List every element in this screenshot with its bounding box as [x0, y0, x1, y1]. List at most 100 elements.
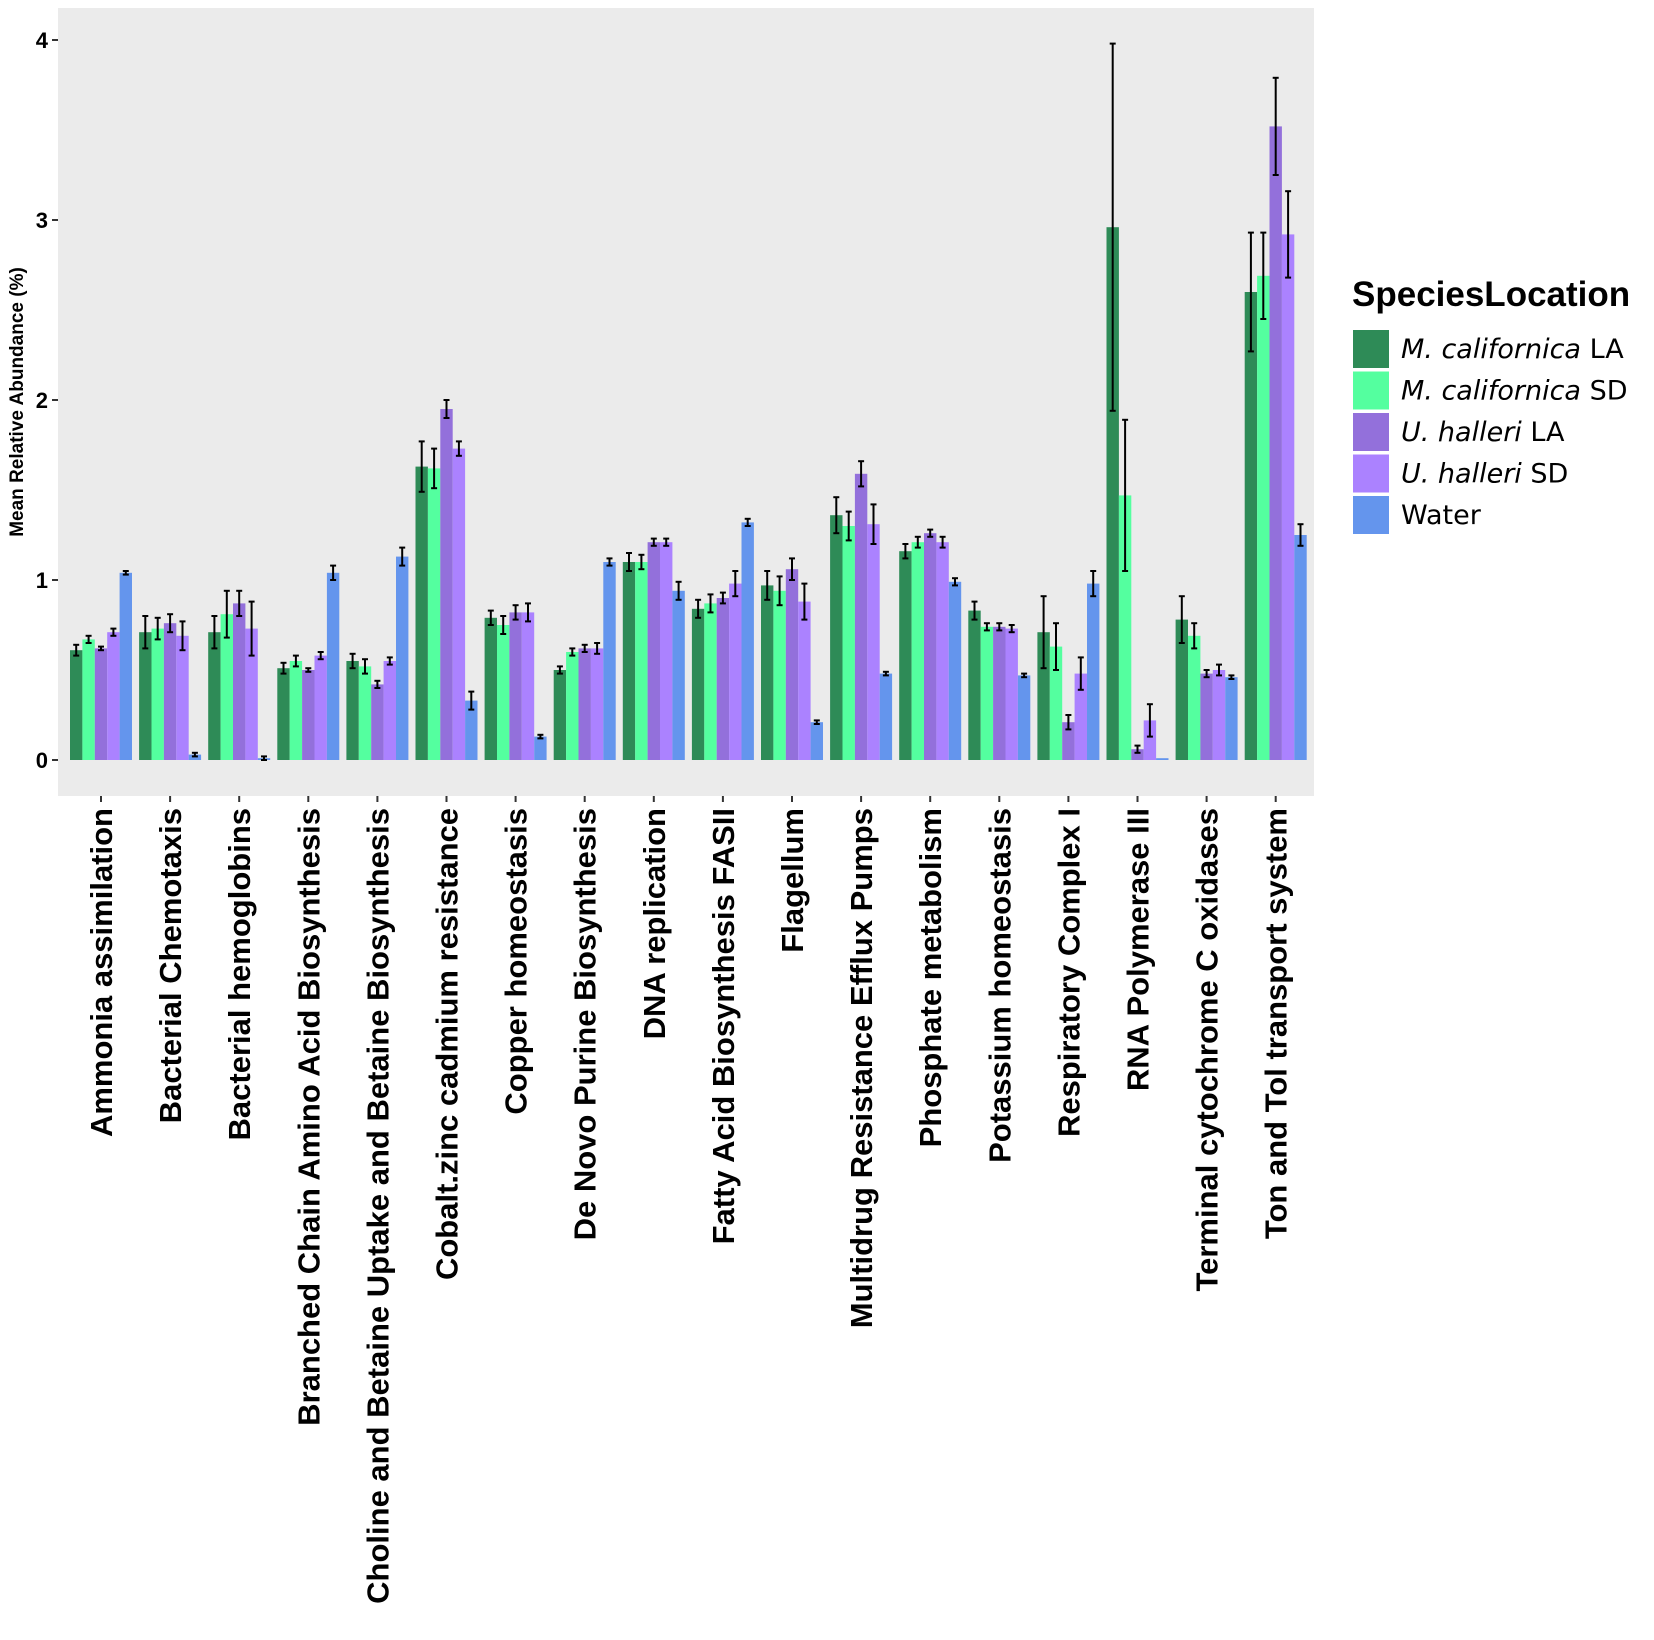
bar: [396, 556, 409, 760]
bar: [346, 661, 359, 760]
x-axis: Ammonia assimilation Bacterial Chemotaxis…: [84, 796, 1294, 1604]
x-tick-label: Ammonia assimilation: [84, 808, 119, 1137]
legend-species: M. californica: [1401, 376, 1581, 407]
bar: [553, 670, 567, 760]
y-axis-label: Mean Relative Abundance (%): [7, 267, 28, 537]
bar: [427, 468, 441, 760]
plot-panel: [58, 8, 1314, 796]
bar: [741, 522, 754, 760]
bar: [452, 448, 466, 760]
x-tick-label: Terminal cytochrome C oxidases: [1190, 808, 1225, 1292]
bar: [107, 632, 120, 760]
bar: [1049, 646, 1063, 760]
bar: [729, 583, 742, 760]
bar: [1294, 535, 1307, 760]
bar: [622, 562, 636, 760]
bar: [94, 648, 108, 760]
bar: [980, 626, 994, 760]
bar: [716, 598, 730, 760]
bar: [302, 670, 315, 760]
bar: [326, 572, 340, 760]
bar: [1005, 628, 1018, 760]
legend-label: U. halleri SD: [1401, 459, 1568, 490]
legend-label: M. californica SD: [1401, 376, 1628, 407]
legend: SpeciesLocation M. californica LAM. cali…: [1352, 275, 1630, 534]
y-tick-label: 0: [36, 748, 48, 773]
x-tick-label: Choline and Betaine Uptake and Betaine B…: [360, 808, 395, 1604]
legend-species: U. halleri: [1401, 459, 1522, 490]
legend-items: M. californica LAM. californica SDU. hal…: [1353, 330, 1628, 534]
bar: [1188, 635, 1201, 760]
bar: [1225, 677, 1238, 760]
bar: [968, 610, 981, 760]
bar: [1143, 720, 1157, 760]
legend-key: [1353, 496, 1389, 534]
legend-species: Water: [1401, 500, 1482, 531]
x-tick-label: RNA Polymerase III: [1121, 808, 1156, 1091]
bar: [911, 542, 924, 760]
bars-layer: [70, 126, 1307, 760]
x-tick-label: Branched Chain Amino Acid Biosynthesis: [291, 808, 326, 1426]
x-tick-label: Cobalt.zinc cadmium resistance: [430, 808, 465, 1280]
y-tick-label: 2: [36, 388, 48, 413]
legend-location: SD: [1522, 459, 1569, 490]
y-tick-label: 3: [36, 208, 48, 233]
legend-species: M. californica: [1401, 334, 1581, 365]
bar: [151, 628, 164, 760]
bar: [1175, 619, 1188, 760]
bar: [1269, 126, 1282, 760]
bar: [798, 601, 811, 760]
legend-location: LA: [1581, 334, 1624, 365]
x-tick-label: Fatty Acid Biosynthesis FASII: [706, 808, 741, 1244]
y-tick-label: 1: [36, 568, 48, 593]
bar: [603, 562, 616, 760]
bar: [497, 625, 510, 760]
bar: [1131, 749, 1144, 760]
y-axis: 0 1 2 3 4: [36, 28, 58, 773]
bar: [82, 639, 95, 760]
bar: [810, 722, 823, 760]
legend-species: U. halleri: [1401, 417, 1522, 448]
bar: [314, 655, 327, 760]
bar: [704, 603, 717, 760]
bar: [521, 612, 535, 760]
x-tick-label: Phosphate metabolism: [913, 808, 948, 1147]
legend-label: M. californica LA: [1401, 334, 1624, 365]
x-tick-label: Copper homeostasis: [499, 808, 534, 1115]
legend-label: Water: [1401, 500, 1482, 531]
bar: [635, 562, 648, 760]
bar: [854, 473, 868, 760]
x-tick-label: Potassium homeostasis: [982, 808, 1017, 1163]
bar: [993, 626, 1006, 760]
bar: [578, 648, 591, 760]
bar: [691, 608, 705, 760]
bar: [1074, 673, 1087, 760]
legend-key: [1353, 371, 1389, 410]
x-tick-label: Bacterial hemoglobins: [222, 808, 257, 1140]
x-tick-label: Multidrug Resistance Efflux Pumps: [844, 808, 879, 1328]
legend-key: [1353, 413, 1389, 451]
bar: [1200, 673, 1213, 760]
bar: [176, 635, 189, 760]
bar: [647, 542, 660, 760]
bar: [509, 612, 522, 760]
bar: [1212, 670, 1226, 760]
bar: [867, 524, 880, 760]
bar: [1118, 495, 1132, 760]
legend-label: U. halleri LA: [1401, 417, 1565, 448]
bar: [484, 617, 497, 760]
bar: [590, 648, 604, 760]
errorbars-layer: [73, 42, 1304, 761]
bar: [879, 673, 893, 760]
bar: [1087, 583, 1100, 760]
bar: [1106, 227, 1119, 760]
bar: [660, 542, 673, 760]
x-tick-label: Respiratory Complex I: [1051, 808, 1086, 1137]
bar: [936, 542, 949, 760]
bar: [208, 632, 221, 760]
legend-title: SpeciesLocation: [1352, 275, 1630, 314]
x-tick-label: Ton and Tol transport system: [1259, 808, 1294, 1239]
bar: [924, 533, 937, 760]
bar: [1017, 675, 1031, 760]
bar: [830, 515, 843, 760]
